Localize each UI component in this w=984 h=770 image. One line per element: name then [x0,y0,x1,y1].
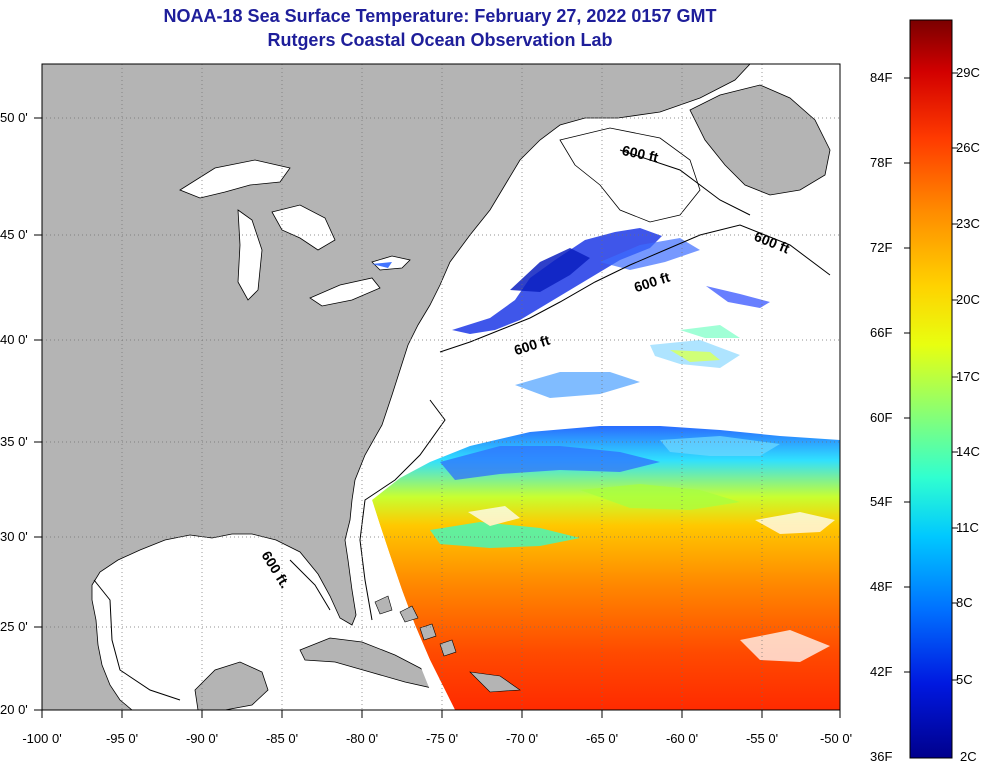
lat-tick-label: 30 0' [0,529,28,544]
colorbar-label-f: 54F [870,494,893,509]
colorbar [909,19,953,759]
lon-tick-label: -100 0' [22,731,62,746]
colorbar-label-f: 78F [870,155,893,170]
colorbar-ticks [904,72,958,681]
lat-tick-label: 25 0' [0,619,28,634]
lon-tick-label: -55 0' [745,731,779,746]
lon-tick-label: -85 0' [265,731,299,746]
lon-tick-label: -60 0' [665,731,699,746]
map-frame [41,63,841,711]
colorbar-label-c: 29C [956,65,980,80]
colorbar-label-f: 84F [870,70,893,85]
colorbar-label-f: 66F [870,325,893,340]
colorbar-label-f: 60F [870,410,893,425]
colorbar-label-c: 5C [956,672,973,687]
lon-tick-label: -75 0' [425,731,459,746]
map-title: NOAA-18 Sea Surface Temperature: Februar… [163,6,717,26]
axis-ticks [34,117,841,718]
bahamas-islands [374,595,521,693]
map-subtitle: Rutgers Coastal Ocean Observation Lab [267,30,613,50]
land-mass-newfoundland [689,84,831,196]
land-mass-yucatan [194,661,269,710]
lon-tick-label: -50 0' [819,731,853,746]
lon-tick-label: -80 0' [345,731,379,746]
colorbar-label-c: 23C [956,216,980,231]
land-mass-north-america [42,64,751,710]
sst-mixed-streaks [430,436,835,662]
lat-tick-label: 35 0' [0,434,28,449]
lat-tick-label: 50 0' [0,110,28,125]
colorbar-label-c: 17C [956,369,980,384]
colorbar-label-f: 42F [870,664,893,679]
colorbar-label-f: 72F [870,240,893,255]
depth-contours [93,149,831,701]
colorbar-label-c: 14C [956,444,980,459]
colorbar-label-c: 26C [956,140,980,155]
colorbar-label-c: 11C [956,520,979,535]
colorbar-label-f: 36F [870,749,893,764]
lat-tick-label: 20 0' [0,702,28,717]
lon-tick-label: -90 0' [185,731,219,746]
lon-tick-label: -95 0' [105,731,139,746]
lon-tick-label: -70 0' [505,731,539,746]
colorbar-label-c: 20C [956,292,980,307]
lat-tick-label: 45 0' [0,227,28,242]
colorbar-label-c: 8C [956,595,973,610]
map-grid [42,64,840,710]
lat-tick-label: 40 0' [0,332,28,347]
colorbar-label-c: 2C [960,749,977,764]
colorbar-label-f: 48F [870,579,893,594]
gulf-of-st-lawrence [559,127,701,223]
great-lakes [179,159,411,307]
swath-edge [360,496,455,710]
lon-tick-label: -65 0' [585,731,619,746]
sst-scattered-patches [515,325,740,398]
